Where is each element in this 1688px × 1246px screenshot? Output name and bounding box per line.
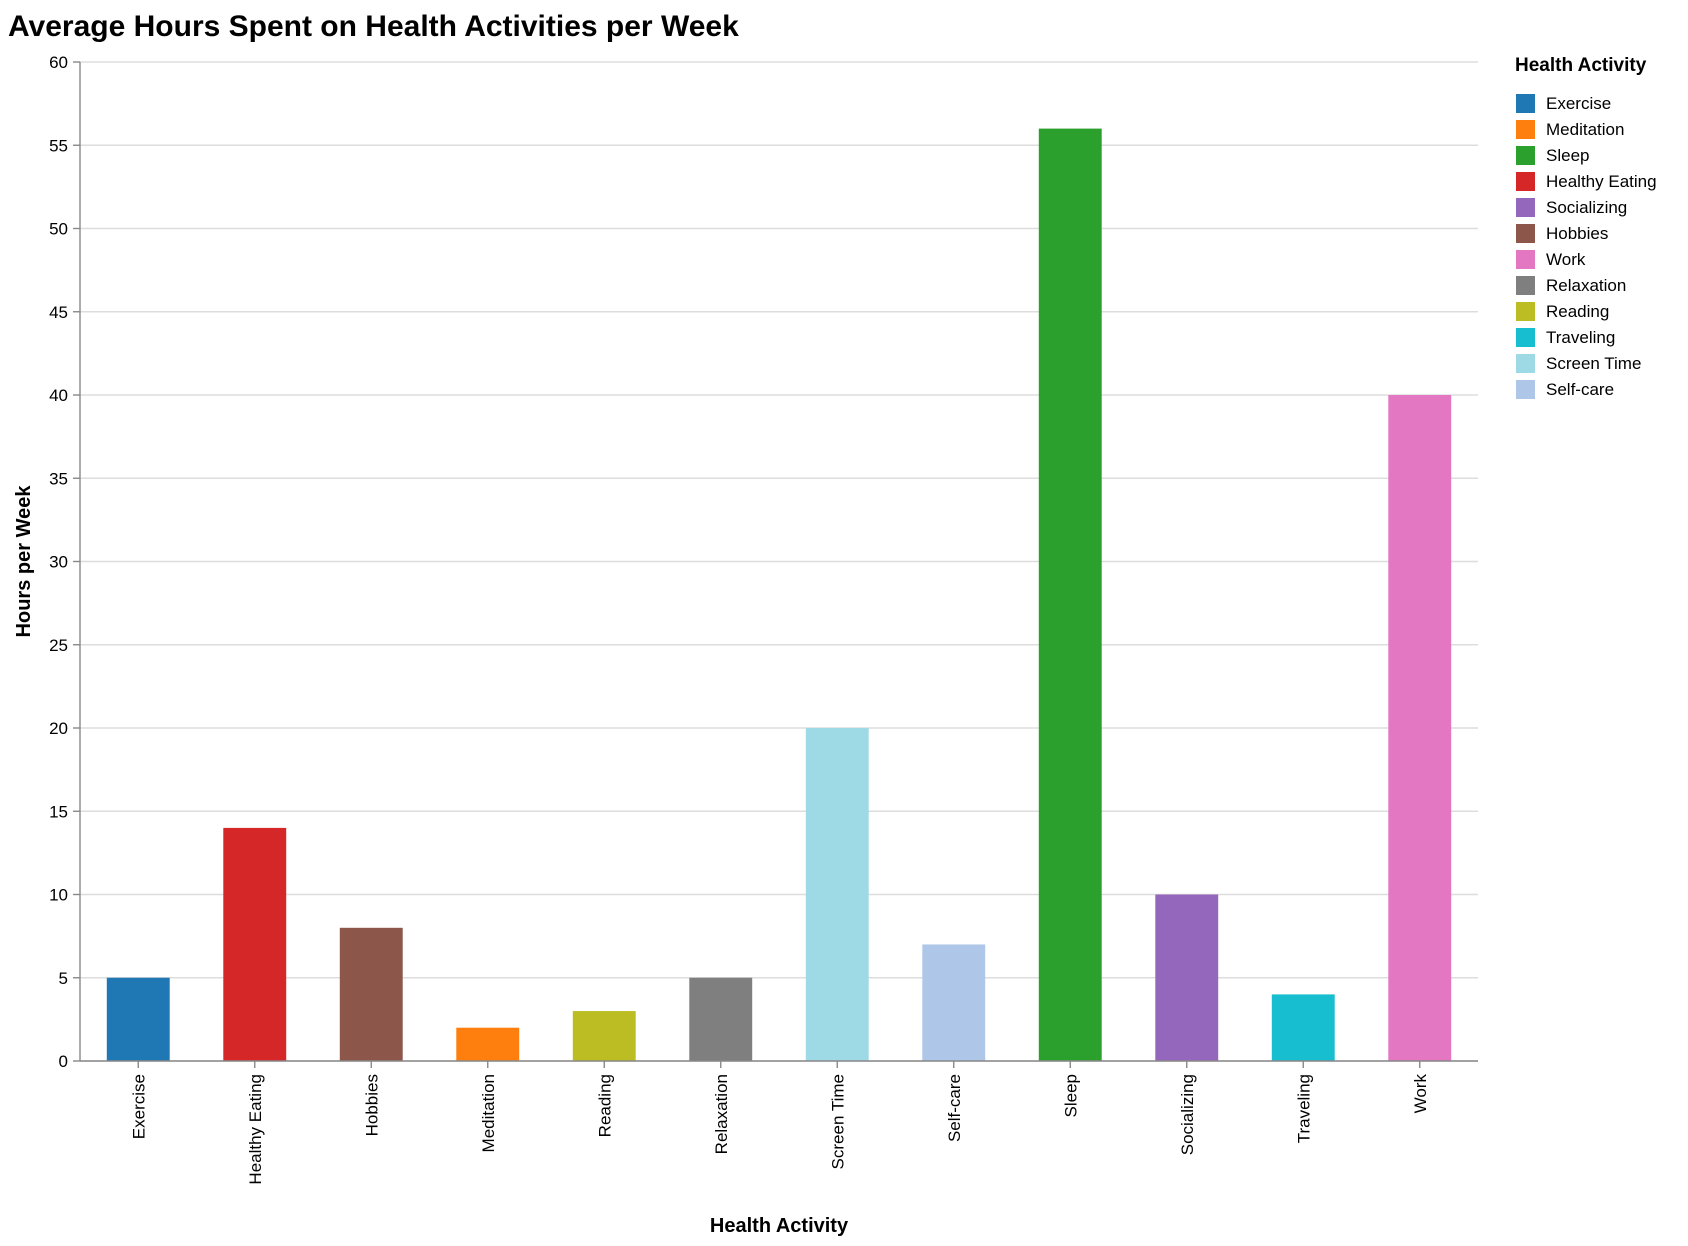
y-tick-label: 5 xyxy=(59,969,68,988)
gridlines xyxy=(80,61,1478,1062)
bar-screen-time xyxy=(805,728,869,1061)
bar-healthy-eating xyxy=(223,827,287,1061)
y-tick-label: 25 xyxy=(49,636,68,655)
legend-label: Exercise xyxy=(1546,94,1611,113)
legend-title: Health Activity xyxy=(1515,55,1647,76)
x-tick-label: Exercise xyxy=(129,1074,148,1139)
bars xyxy=(106,128,1452,1062)
x-tick-label: Meditation xyxy=(479,1074,498,1152)
y-tick-label: 30 xyxy=(49,553,68,572)
legend-swatch xyxy=(1516,250,1535,269)
legend-swatch xyxy=(1516,354,1535,373)
legend: Health Activity Exercise Meditation Sleep H… xyxy=(1515,55,1657,399)
x-tick-label: Work xyxy=(1411,1074,1430,1114)
legend-label: Hobbies xyxy=(1546,224,1608,243)
y-tick-label: 60 xyxy=(49,53,68,72)
chart-title: Average Hours Spent on Health Activities… xyxy=(8,10,739,43)
legend-label: Reading xyxy=(1546,302,1609,321)
legend-swatch xyxy=(1516,94,1535,113)
x-tick-label: Socializing xyxy=(1178,1074,1197,1155)
x-axis: Exercise Healthy Eating Hobbies Meditation R… xyxy=(80,1060,1478,1185)
bar-socializing xyxy=(1155,894,1219,1061)
x-tick-label: Screen Time xyxy=(828,1074,847,1169)
bar-hobbies xyxy=(339,927,403,1061)
legend-label: Socializing xyxy=(1546,198,1627,217)
y-tick-label: 15 xyxy=(49,802,68,821)
bar-sleep xyxy=(1038,128,1102,1062)
bar-exercise xyxy=(106,977,170,1061)
x-tick-label: Sleep xyxy=(1061,1074,1080,1117)
legend-swatch xyxy=(1516,224,1535,243)
legend-swatch xyxy=(1516,172,1535,191)
bar-self-care xyxy=(922,944,986,1061)
y-tick-label: 10 xyxy=(49,886,68,905)
bar-work xyxy=(1388,395,1452,1061)
legend-swatch xyxy=(1516,198,1535,217)
bar-traveling xyxy=(1271,994,1335,1061)
legend-swatch xyxy=(1516,146,1535,165)
y-tick-label: 40 xyxy=(49,386,68,405)
bar-relaxation xyxy=(689,977,753,1061)
x-tick-label: Relaxation xyxy=(712,1074,731,1154)
legend-swatch xyxy=(1516,328,1535,347)
x-tick-label: Healthy Eating xyxy=(246,1074,265,1185)
legend-label: Meditation xyxy=(1546,120,1624,139)
y-tick-label: 20 xyxy=(49,719,68,738)
legend-swatch xyxy=(1516,302,1535,321)
x-tick-label: Self-care xyxy=(945,1074,964,1142)
y-tick-label: 35 xyxy=(49,469,68,488)
legend-label: Traveling xyxy=(1546,328,1615,347)
bar-reading xyxy=(572,1011,636,1061)
x-tick-label: Hobbies xyxy=(362,1074,381,1136)
legend-label: Screen Time xyxy=(1546,354,1641,373)
legend-label: Relaxation xyxy=(1546,276,1626,295)
legend-swatch xyxy=(1516,380,1535,399)
y-tick-label: 45 xyxy=(49,303,68,322)
y-axis-title: Hours per Week xyxy=(13,485,35,638)
legend-swatch xyxy=(1516,120,1535,139)
legend-label: Healthy Eating xyxy=(1546,172,1657,191)
y-tick-label: 0 xyxy=(59,1052,68,1071)
legend-swatch xyxy=(1516,276,1535,295)
y-tick-label: 50 xyxy=(49,220,68,239)
x-tick-label: Traveling xyxy=(1294,1074,1313,1143)
legend-label: Self-care xyxy=(1546,380,1614,399)
x-axis-title: Health Activity xyxy=(710,1215,849,1237)
y-tick-label: 55 xyxy=(49,136,68,155)
x-tick-label: Reading xyxy=(595,1074,614,1137)
legend-label: Sleep xyxy=(1546,146,1589,165)
bar-meditation xyxy=(456,1027,520,1061)
legend-label: Work xyxy=(1546,250,1586,269)
y-axis: 0 5 10 15 20 25 30 35 40 45 50 55 60 xyxy=(49,53,81,1071)
